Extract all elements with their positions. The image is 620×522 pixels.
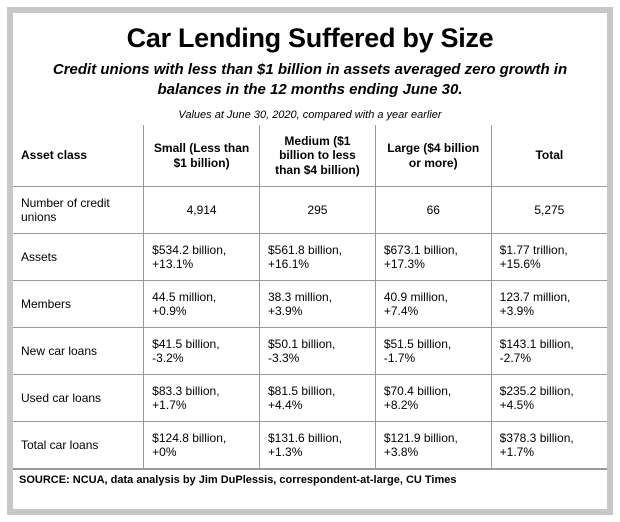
row-label: Members: [13, 281, 144, 328]
cell-total: $378.3 billion, +1.7%: [491, 422, 607, 469]
col-header-total: Total: [491, 125, 607, 187]
cell-small: $41.5 billion, -3.2%: [144, 328, 260, 375]
source-line: SOURCE: NCUA, data analysis by Jim DuPle…: [13, 469, 607, 490]
cell-large: 66: [375, 187, 491, 234]
table-row: Total car loans $124.8 billion, +0% $131…: [13, 422, 607, 469]
cell-medium: 295: [260, 187, 376, 234]
table-row: Used car loans $83.3 billion, +1.7% $81.…: [13, 375, 607, 422]
cell-large: $51.5 billion, -1.7%: [375, 328, 491, 375]
row-label: New car loans: [13, 328, 144, 375]
row-label: Total car loans: [13, 422, 144, 469]
cell-large: $70.4 billion, +8.2%: [375, 375, 491, 422]
cell-total: 5,275: [491, 187, 607, 234]
chart-caption: Values at June 30, 2020, compared with a…: [13, 109, 607, 121]
row-label: Number of credit unions: [13, 187, 144, 234]
cell-medium: $50.1 billion, -3.3%: [260, 328, 376, 375]
cell-small: $534.2 billion, +13.1%: [144, 234, 260, 281]
content-frame: Car Lending Suffered by Size Credit unio…: [7, 7, 613, 515]
cell-large: $121.9 billion, +3.8%: [375, 422, 491, 469]
cell-total: $235.2 billion, +4.5%: [491, 375, 607, 422]
cell-small: $124.8 billion, +0%: [144, 422, 260, 469]
cell-total: 123.7 million, +3.9%: [491, 281, 607, 328]
cell-total: $143.1 billion, -2.7%: [491, 328, 607, 375]
table-row: New car loans $41.5 billion, -3.2% $50.1…: [13, 328, 607, 375]
cell-medium: 38.3 million, +3.9%: [260, 281, 376, 328]
cell-medium: $561.8 billion, +16.1%: [260, 234, 376, 281]
table-row: Assets $534.2 billion, +13.1% $561.8 bil…: [13, 234, 607, 281]
cell-small: 44.5 million, +0.9%: [144, 281, 260, 328]
table-row: Members 44.5 million, +0.9% 38.3 million…: [13, 281, 607, 328]
col-header-small: Small (Less than $1 billion): [144, 125, 260, 187]
table-header-row: Asset class Small (Less than $1 billion)…: [13, 125, 607, 187]
chart-subtitle: Credit unions with less than $1 billion …: [13, 60, 607, 99]
cell-small: $83.3 billion, +1.7%: [144, 375, 260, 422]
row-label: Assets: [13, 234, 144, 281]
cell-medium: $81.5 billion, +4.4%: [260, 375, 376, 422]
chart-title: Car Lending Suffered by Size: [13, 23, 607, 54]
cell-medium: $131.6 billion, +1.3%: [260, 422, 376, 469]
row-label: Used car loans: [13, 375, 144, 422]
outer-frame: Car Lending Suffered by Size Credit unio…: [0, 0, 620, 522]
cell-small: 4,914: [144, 187, 260, 234]
col-header-asset-class: Asset class: [13, 125, 144, 187]
cell-large: 40.9 million, +7.4%: [375, 281, 491, 328]
table-row: Number of credit unions 4,914 295 66 5,2…: [13, 187, 607, 234]
cell-total: $1.77 trillion, +15.6%: [491, 234, 607, 281]
cell-large: $673.1 billion, +17.3%: [375, 234, 491, 281]
data-table: Asset class Small (Less than $1 billion)…: [13, 125, 607, 469]
col-header-medium: Medium ($1 billion to less than $4 billi…: [260, 125, 376, 187]
col-header-large: Large ($4 billion or more): [375, 125, 491, 187]
